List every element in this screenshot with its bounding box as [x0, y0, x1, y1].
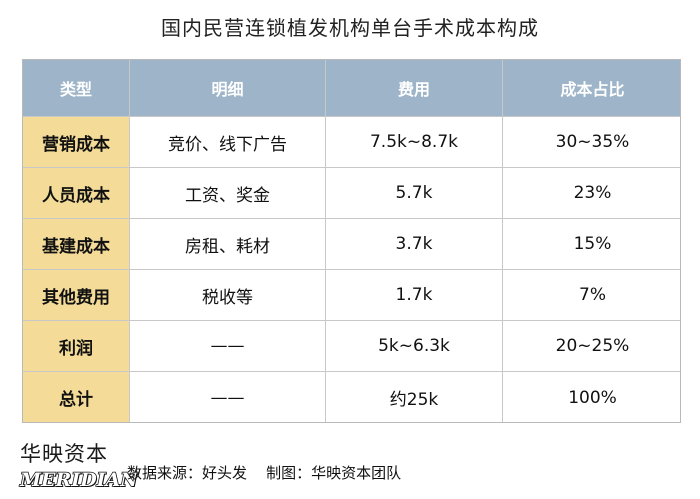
cell-share: 20~25%: [503, 321, 680, 372]
cell-detail: 房租、耗材: [130, 219, 326, 270]
source-credit: 数据来源：好头发 制图：华映资本团队: [127, 464, 402, 482]
brand-logo-english: MERIDIAN: [19, 468, 138, 492]
cell-share: 30~35%: [503, 117, 680, 168]
cell-share: 23%: [503, 168, 680, 219]
cell-type: 基建成本: [23, 219, 130, 270]
cell-cost: 5k~6.3k: [326, 321, 503, 372]
header-detail: 明细: [130, 60, 326, 117]
cell-detail: 竞价、线下广告: [130, 117, 326, 168]
cell-type: 人员成本: [23, 168, 130, 219]
cell-type: 其他费用: [23, 270, 130, 321]
cell-cost: 1.7k: [326, 270, 503, 321]
cell-type: 利润: [23, 321, 130, 372]
cell-cost: 约25k: [326, 372, 503, 422]
cell-detail: 税收等: [130, 270, 326, 321]
cell-cost: 5.7k: [326, 168, 503, 219]
cost-table: 类型 明细 费用 成本占比营销成本 竞价、线下广告 7.5k~8.7k 30~35% 人员成本…: [22, 59, 681, 423]
cell-detail: ——: [130, 372, 326, 422]
cell-share: 7%: [503, 270, 680, 321]
brand-logo-chinese: 华映资本: [20, 442, 108, 466]
cell-detail: 工资、奖金: [130, 168, 326, 219]
cell-share: 15%: [503, 219, 680, 270]
header-share: 成本占比: [503, 60, 680, 117]
cell-cost: 7.5k~8.7k: [326, 117, 503, 168]
page-title: 国内民营连锁植发机构单台手术成本构成: [161, 16, 539, 40]
cell-detail: ——: [130, 321, 326, 372]
cell-type: 总计: [23, 372, 130, 422]
cost-table-grid: 类型 明细 费用 成本占比营销成本 竞价、线下广告 7.5k~8.7k 30~35% 人员成本…: [23, 60, 680, 422]
cell-share: 100%: [503, 372, 680, 422]
cell-type: 营销成本: [23, 117, 130, 168]
header-cost: 费用: [326, 60, 503, 117]
cell-cost: 3.7k: [326, 219, 503, 270]
header-type: 类型: [23, 60, 130, 117]
brand-logo: 华映资本 MERIDIAN: [19, 438, 138, 494]
